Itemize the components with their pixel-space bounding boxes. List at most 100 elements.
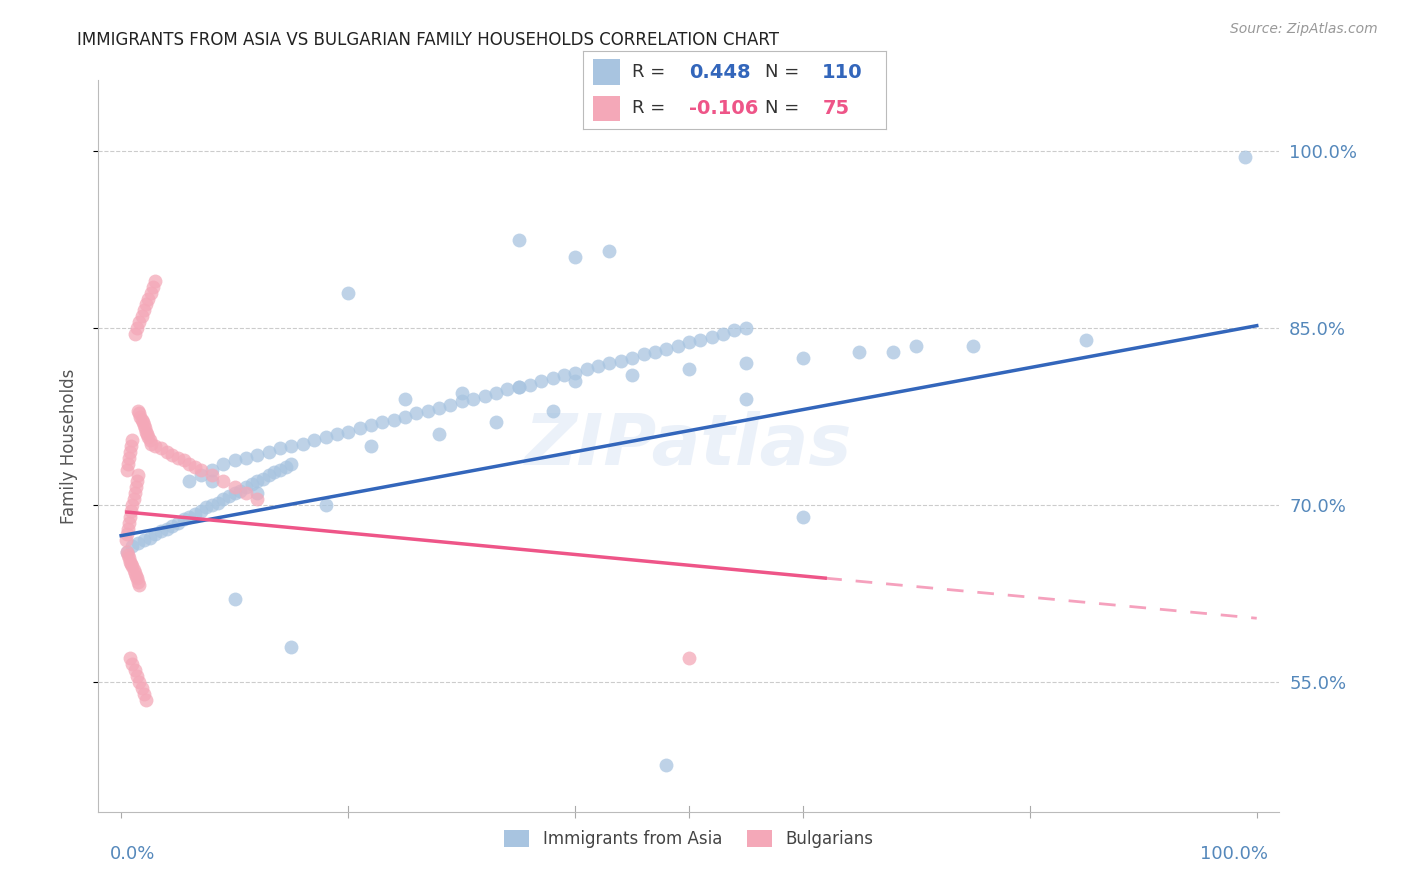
Point (125, 480, 148, 494)
Point (575, 362, 598, 376)
Point (586, 359, 609, 373)
Point (519, 377, 541, 392)
Point (162, 449, 183, 463)
Point (337, 285, 360, 300)
Point (132, 303, 155, 318)
Point (508, 380, 530, 394)
Point (125, 475, 148, 489)
Point (207, 495, 229, 509)
Point (131, 413, 153, 427)
Point (508, 380, 530, 394)
Point (138, 429, 160, 443)
Point (1076, 333, 1098, 347)
Point (134, 421, 156, 435)
Point (128, 578, 150, 592)
Point (143, 274, 166, 288)
Text: R =: R = (631, 63, 671, 81)
Point (427, 401, 450, 416)
Point (360, 417, 382, 432)
Point (128, 406, 150, 420)
Point (666, 339, 689, 353)
Point (315, 498, 337, 512)
Point (655, 757, 678, 772)
Point (1234, 150, 1257, 164)
Point (155, 445, 177, 459)
Point (229, 483, 252, 498)
Point (474, 389, 496, 403)
Point (132, 687, 155, 701)
Point (120, 439, 142, 453)
Point (564, 366, 586, 380)
Point (149, 442, 172, 456)
Point (201, 468, 224, 483)
Point (530, 374, 553, 388)
Point (127, 468, 149, 483)
Point (848, 344, 870, 359)
Point (179, 457, 201, 471)
Point (485, 385, 508, 400)
Point (173, 453, 195, 467)
Point (142, 279, 165, 293)
Point (184, 508, 207, 522)
Point (201, 475, 224, 489)
Point (394, 409, 416, 424)
Text: N =: N = (765, 63, 804, 81)
Point (291, 436, 314, 450)
Point (132, 417, 155, 432)
Point (115, 462, 138, 476)
Point (700, 330, 723, 344)
Point (257, 468, 280, 483)
Point (541, 370, 564, 384)
Text: IMMIGRANTS FROM ASIA VS BULGARIAN FAMILY HOUSEHOLDS CORRELATION CHART: IMMIGRANTS FROM ASIA VS BULGARIAN FAMILY… (77, 31, 779, 49)
Point (120, 504, 142, 518)
Point (190, 468, 212, 483)
Point (127, 535, 149, 549)
Point (337, 425, 360, 439)
Point (564, 374, 586, 388)
Point (120, 557, 142, 571)
Point (135, 297, 157, 311)
Point (621, 351, 644, 365)
Point (553, 368, 575, 383)
Point (644, 344, 666, 359)
Point (394, 392, 416, 406)
Point (115, 545, 138, 559)
Point (246, 475, 269, 489)
Point (235, 480, 257, 494)
Point (463, 392, 485, 406)
Point (117, 457, 139, 471)
Point (190, 504, 212, 518)
Point (184, 460, 207, 475)
Point (115, 545, 138, 559)
Point (274, 460, 297, 475)
Point (143, 527, 166, 541)
Point (127, 574, 149, 589)
Point (135, 425, 157, 439)
Point (149, 524, 172, 538)
Point (167, 450, 190, 465)
Text: 0.0%: 0.0% (110, 845, 155, 863)
Point (122, 563, 145, 577)
Point (224, 592, 246, 607)
Point (252, 472, 274, 486)
Point (485, 416, 508, 430)
Point (655, 343, 678, 357)
Point (132, 533, 155, 548)
Text: 75: 75 (823, 99, 849, 118)
Point (269, 462, 291, 476)
Point (382, 413, 405, 427)
Point (280, 640, 302, 654)
Point (114, 533, 136, 548)
Point (117, 548, 139, 562)
Point (129, 409, 152, 424)
Point (564, 250, 586, 264)
Point (118, 450, 141, 465)
Point (136, 427, 159, 442)
Point (125, 568, 148, 582)
Point (711, 326, 734, 341)
Point (360, 439, 382, 453)
Point (117, 522, 139, 536)
Point (689, 333, 711, 347)
Point (633, 347, 655, 361)
Point (155, 522, 177, 536)
